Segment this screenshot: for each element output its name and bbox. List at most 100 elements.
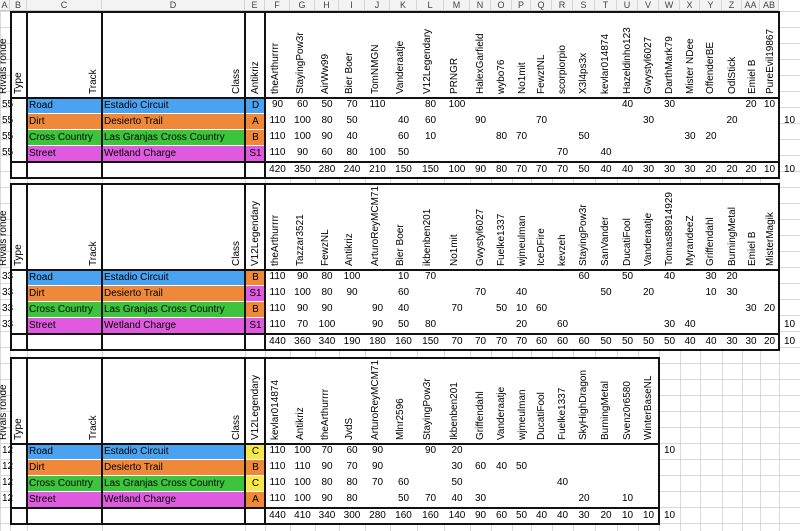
points-cell[interactable]: 90 (296, 271, 309, 282)
total-cell[interactable]: 300 (343, 510, 361, 521)
column-header-c[interactable]: C (27, 0, 102, 11)
type-cell[interactable]: Road (28, 98, 102, 113)
total-cell[interactable]: 60 (535, 336, 548, 347)
track-cell[interactable]: Las Granjas Cross Country (103, 130, 245, 145)
points-cell[interactable]: 20 (745, 99, 757, 110)
points-cell[interactable]: 90 (371, 319, 384, 330)
total-cell[interactable]: 440 (269, 336, 286, 347)
column-header-p[interactable]: P (512, 0, 531, 11)
points-cell[interactable]: 90 (296, 147, 309, 158)
points-cell[interactable]: 60 (296, 99, 309, 110)
points-cell[interactable]: 110 (269, 493, 286, 504)
total-cell[interactable]: 340 (318, 510, 336, 521)
points-cell[interactable]: 110 (269, 477, 286, 488)
total-cell[interactable]: 50 (663, 336, 676, 347)
type-cell[interactable]: Road (28, 270, 102, 285)
total-cell[interactable]: 30 (642, 164, 655, 175)
points-cell[interactable]: 110 (369, 99, 386, 110)
total-cell[interactable]: 60 (495, 510, 508, 521)
column-header-aa[interactable]: AA (742, 0, 760, 11)
column-header-o[interactable]: O (491, 0, 512, 11)
column-header-b[interactable]: B (10, 0, 27, 11)
track-cell[interactable]: Wetland Charge (103, 318, 245, 333)
rivals-ronde-cell[interactable]: 55 (2, 99, 14, 110)
points-cell[interactable]: 10 (515, 303, 528, 314)
points-cell[interactable]: 110 (269, 131, 286, 142)
points-cell[interactable]: 80 (424, 99, 437, 110)
class-cell[interactable]: B (246, 270, 265, 285)
points-cell[interactable]: 20 (578, 493, 590, 504)
column-header-u[interactable]: U (617, 0, 638, 11)
column-header-v[interactable]: V (638, 0, 659, 11)
class-cell[interactable]: A (246, 114, 265, 129)
rivals-ronde-cell[interactable]: 12 (2, 445, 14, 456)
points-cell[interactable]: 100 (448, 99, 466, 110)
points-cell[interactable]: 70 (474, 287, 487, 298)
total-cell[interactable]: 160 (422, 510, 439, 521)
total-cell[interactable]: 60 (556, 336, 569, 347)
total-cell[interactable]: 30 (726, 336, 738, 347)
column-header-ab[interactable]: AB (760, 0, 779, 11)
total-cell[interactable]: 30 (663, 164, 676, 175)
points-cell[interactable]: 60 (556, 319, 569, 330)
points-cell[interactable]: 50 (621, 271, 634, 282)
points-cell[interactable]: 30 (663, 319, 676, 330)
column-header-n[interactable]: N (470, 0, 491, 11)
points-cell[interactable]: 80 (424, 319, 437, 330)
total-cell[interactable]: 90 (474, 164, 487, 175)
rivals-ronde-cell[interactable]: 12 (2, 477, 14, 488)
type-cell[interactable]: Road (28, 444, 102, 459)
total-cell[interactable]: 30 (745, 336, 757, 347)
total-cell[interactable]: 30 (684, 164, 696, 175)
total-cell[interactable]: 70 (515, 164, 528, 175)
class-cell[interactable]: S1 (246, 146, 265, 161)
points-cell[interactable]: 60 (424, 115, 437, 126)
points-cell[interactable]: 20 (726, 271, 738, 282)
points-cell[interactable]: 30 (663, 99, 676, 110)
points-cell[interactable]: 60 (346, 445, 358, 456)
points-cell[interactable]: 90 (424, 445, 437, 456)
points-cell[interactable]: 90 (271, 99, 284, 110)
points-cell[interactable]: 100 (343, 271, 361, 282)
track-cell[interactable]: Wetland Charge (103, 492, 245, 507)
points-cell[interactable]: 40 (556, 477, 569, 488)
points-cell[interactable]: 20 (451, 445, 463, 456)
points-cell[interactable]: 90 (321, 303, 333, 314)
rivals-ronde-cell[interactable]: 33 (2, 287, 14, 298)
points-cell[interactable]: 80 (321, 287, 333, 298)
points-cell[interactable]: 10 (397, 271, 410, 282)
total-cell[interactable]: 140 (448, 510, 466, 521)
type-cell[interactable]: Cross Country (28, 476, 102, 491)
total-cell[interactable]: 70 (495, 336, 508, 347)
points-cell[interactable]: 70 (451, 303, 463, 314)
total-cell[interactable]: 150 (422, 336, 439, 347)
type-cell[interactable]: Cross Country (28, 130, 102, 145)
points-cell[interactable]: 60 (578, 271, 590, 282)
points-cell[interactable]: 110 (294, 461, 311, 472)
points-cell[interactable]: 30 (642, 115, 655, 126)
column-header-h[interactable]: H (315, 0, 339, 11)
points-cell[interactable]: 110 (269, 147, 286, 158)
total-cell[interactable]: 20 (726, 164, 738, 175)
class-cell[interactable]: B (246, 460, 265, 475)
points-cell[interactable]: 10 (621, 493, 634, 504)
total-cell[interactable]: 410 (294, 510, 311, 521)
total-cell[interactable]: 20 (763, 336, 776, 347)
points-cell[interactable]: 90 (321, 493, 333, 504)
class-cell[interactable]: S1 (246, 318, 265, 333)
total-cell[interactable]: 70 (451, 336, 463, 347)
class-cell[interactable]: D (246, 98, 265, 113)
points-cell[interactable]: 70 (321, 445, 333, 456)
points-cell[interactable]: 50 (495, 303, 508, 314)
points-cell[interactable]: 60 (397, 477, 410, 488)
total-cell[interactable]: 20 (705, 164, 717, 175)
points-cell[interactable]: 110 (269, 445, 286, 456)
points-cell[interactable]: 20 (515, 319, 528, 330)
total-cell[interactable]: 40 (684, 336, 696, 347)
total-cell[interactable]: 440 (269, 510, 286, 521)
points-cell[interactable]: 80 (321, 115, 333, 126)
type-cell[interactable]: Street (28, 146, 102, 161)
rivals-ronde-cell[interactable]: 12 (2, 461, 14, 472)
total-cell[interactable]: 50 (600, 336, 612, 347)
total-cell[interactable]: 40 (621, 164, 634, 175)
